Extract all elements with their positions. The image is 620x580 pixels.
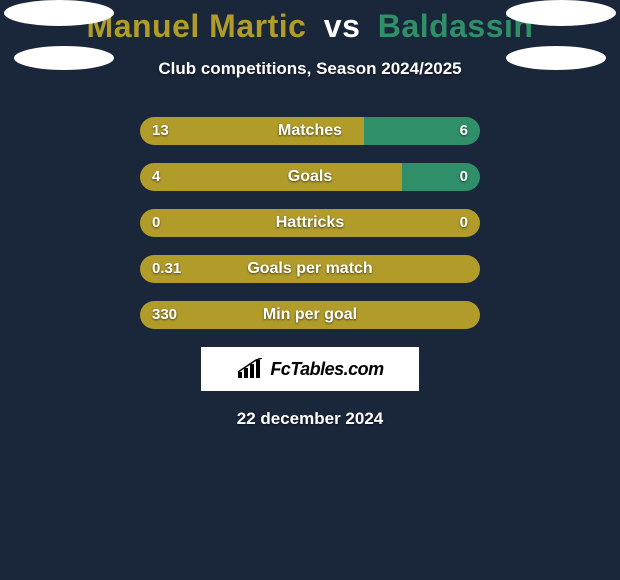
decoration-ellipse xyxy=(14,46,114,70)
bar-track xyxy=(140,209,480,237)
bar-seg-left xyxy=(140,301,480,329)
date-text: 22 december 2024 xyxy=(0,409,620,429)
stat-value-right: 0 xyxy=(460,163,468,191)
stat-row: 330Min per goal xyxy=(0,301,620,329)
stat-row: 136Matches xyxy=(0,117,620,145)
stat-row: 40Goals xyxy=(0,163,620,191)
stat-value-left: 4 xyxy=(152,163,160,191)
stat-value-left: 330 xyxy=(152,301,177,329)
bar-track xyxy=(140,163,480,191)
stat-value-left: 0 xyxy=(152,209,160,237)
stat-row: 0.31Goals per match xyxy=(0,255,620,283)
stat-value-left: 0.31 xyxy=(152,255,181,283)
stats-container: 136Matches40Goals00Hattricks0.31Goals pe… xyxy=(0,117,620,329)
bar-track xyxy=(140,117,480,145)
stat-row: 00Hattricks xyxy=(0,209,620,237)
stat-value-right: 0 xyxy=(460,209,468,237)
bar-seg-left xyxy=(140,255,480,283)
decoration-ellipse xyxy=(4,0,114,26)
bars-icon xyxy=(236,358,264,380)
vs-text: vs xyxy=(324,8,361,44)
logo-box: FcTables.com xyxy=(201,347,419,391)
decoration-ellipse xyxy=(506,0,616,26)
player1-name: Manuel Martic xyxy=(87,8,307,44)
decoration-ellipse xyxy=(506,46,606,70)
bar-track xyxy=(140,255,480,283)
bar-seg-left xyxy=(140,163,402,191)
bar-seg-left xyxy=(140,209,480,237)
bar-seg-left xyxy=(140,117,364,145)
stat-value-right: 6 xyxy=(460,117,468,145)
bar-track xyxy=(140,301,480,329)
bar-seg-right xyxy=(402,163,480,191)
stat-value-left: 13 xyxy=(152,117,169,145)
logo-text: FcTables.com xyxy=(270,359,383,380)
